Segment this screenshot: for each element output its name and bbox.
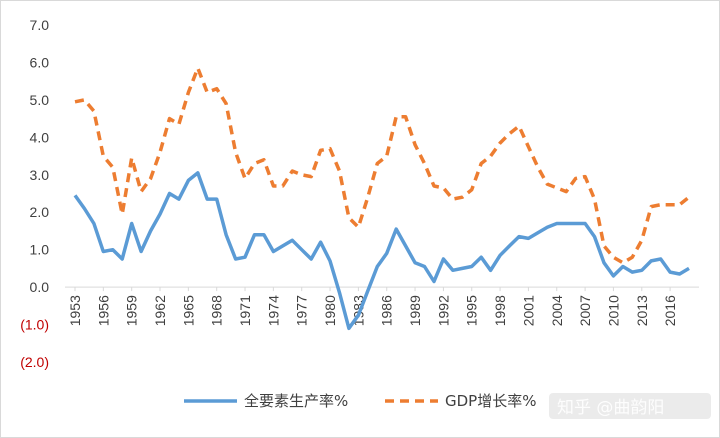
- series-line-gdp: [74, 66, 691, 265]
- x-tick-label: 1989: [407, 295, 423, 326]
- legend: 全要素生产率% GDP增长率%: [184, 392, 536, 410]
- x-tick-label: 1968: [209, 295, 225, 326]
- x-tick-label: 1995: [464, 295, 480, 326]
- x-axis-tick-labels: 1953 1956 1959 1962 1965 1968 1971 1974 1977 1980…: [67, 287, 678, 326]
- y-tick-label: 1.0: [30, 242, 50, 258]
- x-tick-label: 1959: [124, 295, 140, 326]
- x-tick-label: 2001: [520, 295, 536, 326]
- series-line-tfp: [73, 171, 690, 331]
- watermark: 知乎 @曲韵阳: [549, 393, 711, 419]
- x-tick-label: 2016: [662, 295, 678, 326]
- x-tick-label: 1953: [67, 295, 83, 326]
- x-tick-label: 1956: [95, 295, 111, 326]
- x-tick-label: 2010: [605, 295, 621, 326]
- x-tick-label: 2007: [577, 295, 593, 326]
- x-tick-label: 1977: [294, 295, 310, 326]
- series-layer: [73, 66, 691, 331]
- y-tick-label: 6.0: [30, 54, 50, 70]
- y-axis-tick-labels: 7.0 6.0 5.0 4.0 3.0 2.0 1.0 0.0 (1.0) (2.0): [20, 17, 49, 370]
- x-tick-label: 1998: [492, 295, 508, 326]
- y-tick-label: 3.0: [30, 167, 50, 183]
- x-tick-label: 1986: [379, 295, 395, 326]
- x-tick-label: 1974: [265, 295, 281, 326]
- x-tick-label: 1980: [322, 295, 338, 326]
- x-tick-label: 1962: [152, 295, 168, 326]
- y-tick-label: 2.0: [30, 204, 50, 220]
- x-tick-label: 1965: [180, 295, 196, 326]
- x-tick-label: 2004: [549, 295, 565, 326]
- y-tick-label: 5.0: [30, 92, 50, 108]
- y-tick-label: 7.0: [30, 17, 50, 33]
- watermark-backdrop: [549, 393, 711, 419]
- y-tick-label: (1.0): [20, 317, 49, 333]
- x-tick-label: 1971: [237, 295, 253, 326]
- legend-label-tfp: 全要素生产率%: [244, 392, 348, 410]
- y-tick-label: 4.0: [30, 129, 50, 145]
- watermark-text: 知乎 @曲韵阳: [557, 398, 664, 418]
- x-tick-label: 1992: [435, 295, 451, 326]
- legend-label-gdp: GDP增长率%: [445, 392, 536, 410]
- x-tick-label: 2013: [634, 295, 650, 326]
- y-tick-label: 0.0: [30, 279, 50, 295]
- y-tick-label: (2.0): [20, 354, 49, 370]
